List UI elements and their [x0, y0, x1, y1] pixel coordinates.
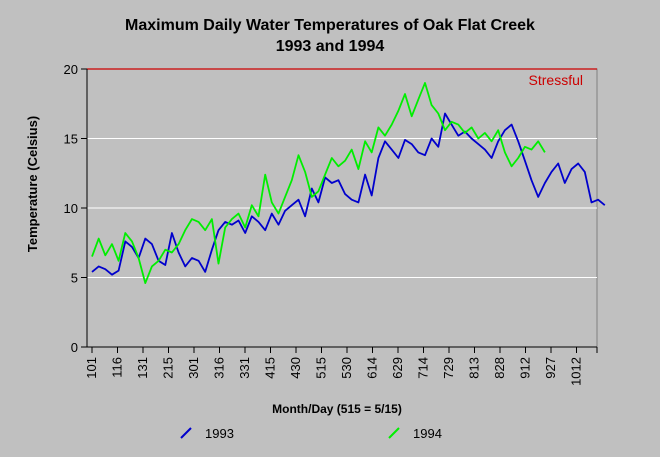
chart-subtitle: 1993 and 1994	[276, 38, 385, 55]
x-tick-label: 1012	[569, 357, 584, 386]
legend-swatch-1994	[388, 427, 400, 439]
x-tick-label: 614	[365, 357, 380, 379]
legend-label-1994: 1994	[413, 426, 442, 441]
y-tick-label: 15	[64, 132, 78, 147]
y-tick-label: 0	[71, 340, 78, 355]
x-tick-label: 813	[467, 357, 482, 379]
series-line-1993	[91, 112, 606, 276]
x-tick-label: 415	[263, 357, 278, 379]
x-tick-label: 515	[314, 357, 329, 379]
y-tick-label: 5	[71, 271, 78, 286]
x-axis-label: Month/Day (515 = 5/15)	[272, 402, 402, 416]
legend-swatch-1993	[180, 427, 192, 439]
x-tick-label: 729	[441, 357, 456, 379]
legend-label-1993: 1993	[205, 426, 234, 441]
x-tick-label: 301	[186, 357, 201, 379]
x-tick-label: 430	[288, 357, 303, 379]
series-group	[91, 82, 606, 285]
x-tick-labels: 101 116 131 215 301 316 331 415 430 515 530 614 629 7…	[84, 357, 584, 386]
y-tick-label: 10	[64, 201, 78, 216]
legend: 1993 1994	[180, 426, 442, 441]
y-axis-label: Temperature (Celsius)	[25, 116, 40, 252]
x-tick-label: 101	[84, 357, 99, 379]
x-tick-label: 331	[237, 357, 252, 379]
y-tick-label: 20	[64, 62, 78, 77]
threshold-group: Stressful	[87, 68, 597, 88]
x-tick-label: 828	[492, 357, 507, 379]
threshold-label: Stressful	[529, 72, 583, 88]
x-tick-label: 131	[135, 357, 150, 379]
x-tick-label: 316	[212, 357, 227, 379]
chart-title: Maximum Daily Water Temperatures of Oak …	[125, 17, 535, 34]
x-tick-label: 116	[110, 357, 125, 378]
x-tick-label: 714	[416, 357, 431, 379]
x-tick-label: 629	[390, 357, 405, 379]
series-line-1994	[91, 82, 546, 285]
x-tick-label: 927	[543, 357, 558, 379]
axes	[81, 68, 598, 353]
y-tick-labels: 0 5 10 15 20	[64, 62, 78, 355]
x-tick-label: 912	[518, 357, 533, 379]
x-tick-label: 530	[339, 357, 354, 379]
x-tick-label: 215	[161, 357, 176, 379]
